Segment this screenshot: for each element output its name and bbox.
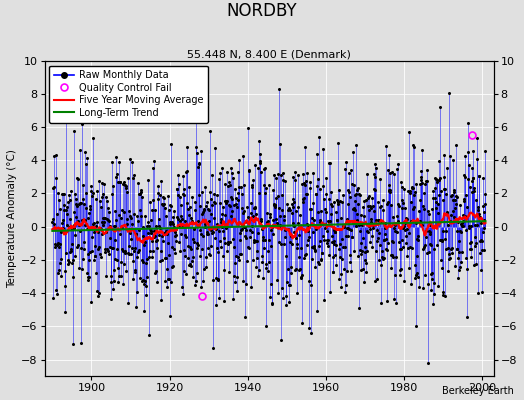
Text: NORDBY: NORDBY [227,2,297,20]
Y-axis label: Temperature Anomaly (°C): Temperature Anomaly (°C) [7,149,17,288]
Title: 55.448 N, 8.400 E (Denmark): 55.448 N, 8.400 E (Denmark) [187,50,351,60]
Legend: Raw Monthly Data, Quality Control Fail, Five Year Moving Average, Long-Term Tren: Raw Monthly Data, Quality Control Fail, … [49,66,208,122]
Text: Berkeley Earth: Berkeley Earth [442,386,514,396]
